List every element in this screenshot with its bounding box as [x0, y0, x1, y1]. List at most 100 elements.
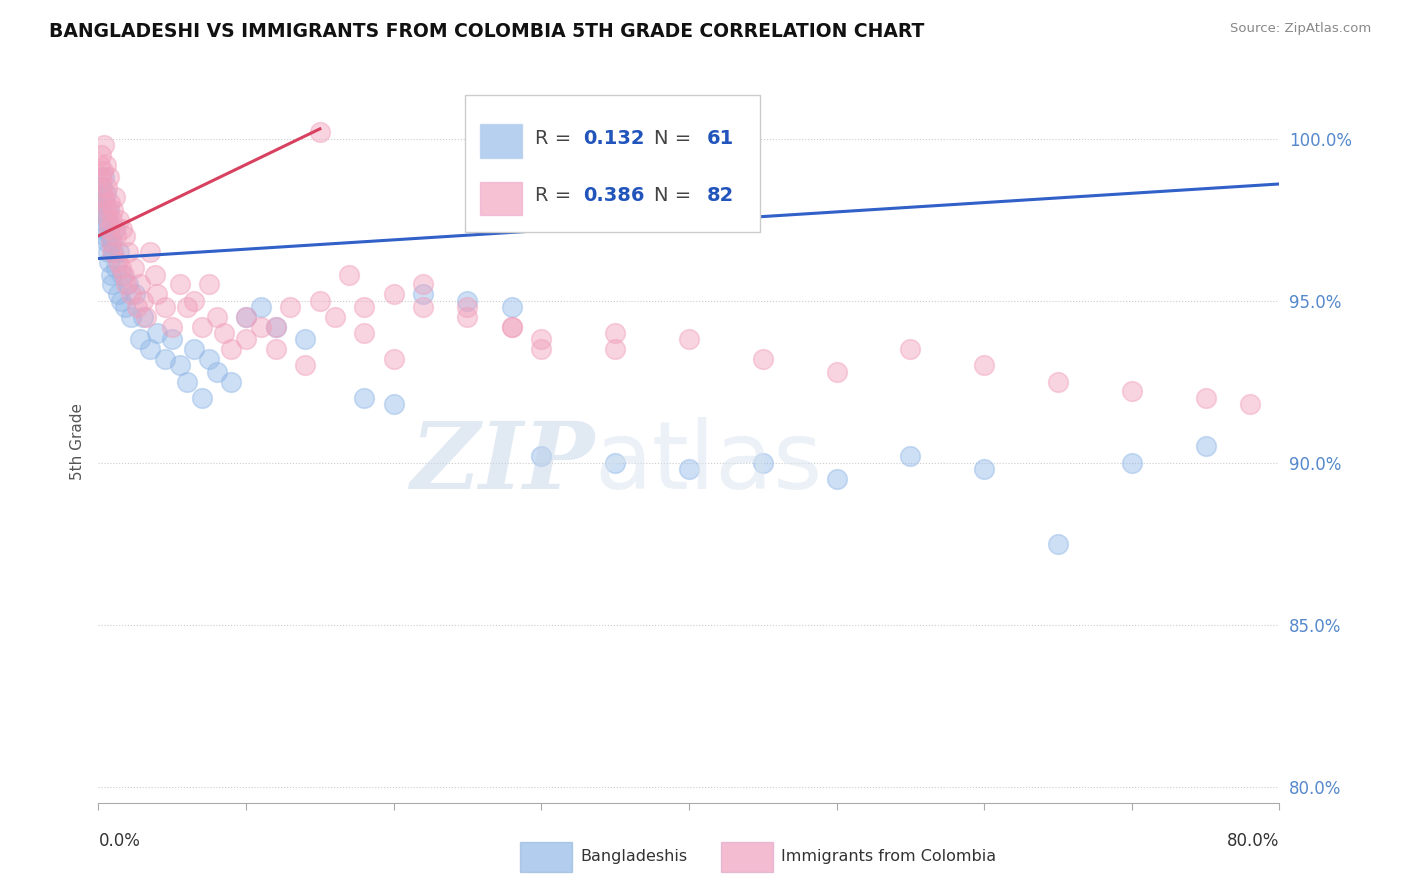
Point [146, 326, 169, 340]
Point [235, 333, 257, 347]
Point [162, 319, 183, 334]
Point [96, 202, 118, 217]
Text: 0.0%: 0.0% [98, 832, 141, 850]
Point [900, 449, 922, 463]
Text: R =: R = [536, 186, 578, 205]
Point [1195, 439, 1218, 453]
Point [90, 148, 112, 162]
Point [825, 365, 848, 379]
Point [110, 261, 132, 276]
Point [94, 228, 117, 243]
Point [108, 245, 131, 260]
Point [153, 351, 176, 366]
Text: 82: 82 [707, 186, 734, 205]
Point [90, 170, 112, 185]
Point [104, 190, 127, 204]
Point [183, 342, 205, 356]
Point [382, 397, 405, 411]
Point [198, 351, 221, 366]
Point [100, 235, 122, 250]
Point [91, 196, 114, 211]
Point [264, 342, 287, 356]
Point [120, 310, 142, 324]
Point [111, 222, 134, 236]
Point [94, 196, 117, 211]
Point [1047, 375, 1070, 389]
Point [96, 212, 118, 227]
Point [94, 157, 117, 171]
Point [98, 196, 121, 211]
Point [205, 365, 228, 379]
Point [412, 287, 434, 301]
Point [280, 300, 302, 314]
FancyBboxPatch shape [479, 124, 523, 158]
Point [104, 222, 127, 236]
Text: Source: ZipAtlas.com: Source: ZipAtlas.com [1230, 22, 1371, 36]
FancyBboxPatch shape [464, 95, 759, 232]
Text: 0.132: 0.132 [582, 128, 644, 147]
Point [176, 300, 198, 314]
Point [93, 190, 115, 204]
Text: 80.0%: 80.0% [1227, 832, 1279, 850]
FancyBboxPatch shape [721, 842, 773, 872]
Point [501, 319, 523, 334]
Point [191, 319, 214, 334]
Point [125, 300, 148, 314]
Point [1121, 384, 1143, 399]
Point [128, 277, 150, 292]
Point [752, 351, 775, 366]
Point [139, 245, 162, 260]
Point [96, 180, 118, 194]
Point [114, 228, 136, 243]
Point [353, 391, 375, 405]
Point [825, 472, 848, 486]
Text: Immigrants from Colombia: Immigrants from Colombia [782, 849, 997, 863]
Point [605, 342, 627, 356]
Point [353, 300, 375, 314]
Point [91, 212, 114, 227]
Point [457, 300, 479, 314]
Point [103, 245, 125, 260]
Point [93, 170, 115, 185]
Text: ZIP: ZIP [411, 418, 595, 508]
Point [139, 342, 162, 356]
Point [191, 391, 214, 405]
Point [100, 268, 122, 282]
Point [382, 351, 405, 366]
Point [94, 186, 117, 201]
Point [294, 359, 316, 373]
Point [501, 319, 523, 334]
Point [108, 212, 131, 227]
Point [221, 375, 243, 389]
Point [323, 310, 346, 324]
FancyBboxPatch shape [520, 842, 572, 872]
Point [105, 228, 128, 243]
Point [100, 235, 122, 250]
Point [176, 375, 198, 389]
Point [114, 300, 136, 314]
Point [900, 342, 922, 356]
Point [264, 319, 287, 334]
Point [132, 310, 155, 324]
Point [90, 202, 112, 217]
Point [146, 287, 169, 301]
Point [153, 300, 176, 314]
Point [501, 300, 523, 314]
Point [96, 235, 118, 250]
Point [103, 202, 125, 217]
Point [111, 268, 134, 282]
Point [110, 293, 132, 308]
Text: 61: 61 [707, 128, 734, 147]
Point [90, 180, 112, 194]
Point [678, 333, 700, 347]
Point [143, 268, 166, 282]
Point [117, 245, 139, 260]
Point [97, 170, 120, 185]
Point [120, 287, 142, 301]
Point [235, 310, 257, 324]
Point [412, 277, 434, 292]
Point [605, 326, 627, 340]
Point [339, 268, 361, 282]
Point [107, 254, 129, 268]
Point [250, 319, 273, 334]
